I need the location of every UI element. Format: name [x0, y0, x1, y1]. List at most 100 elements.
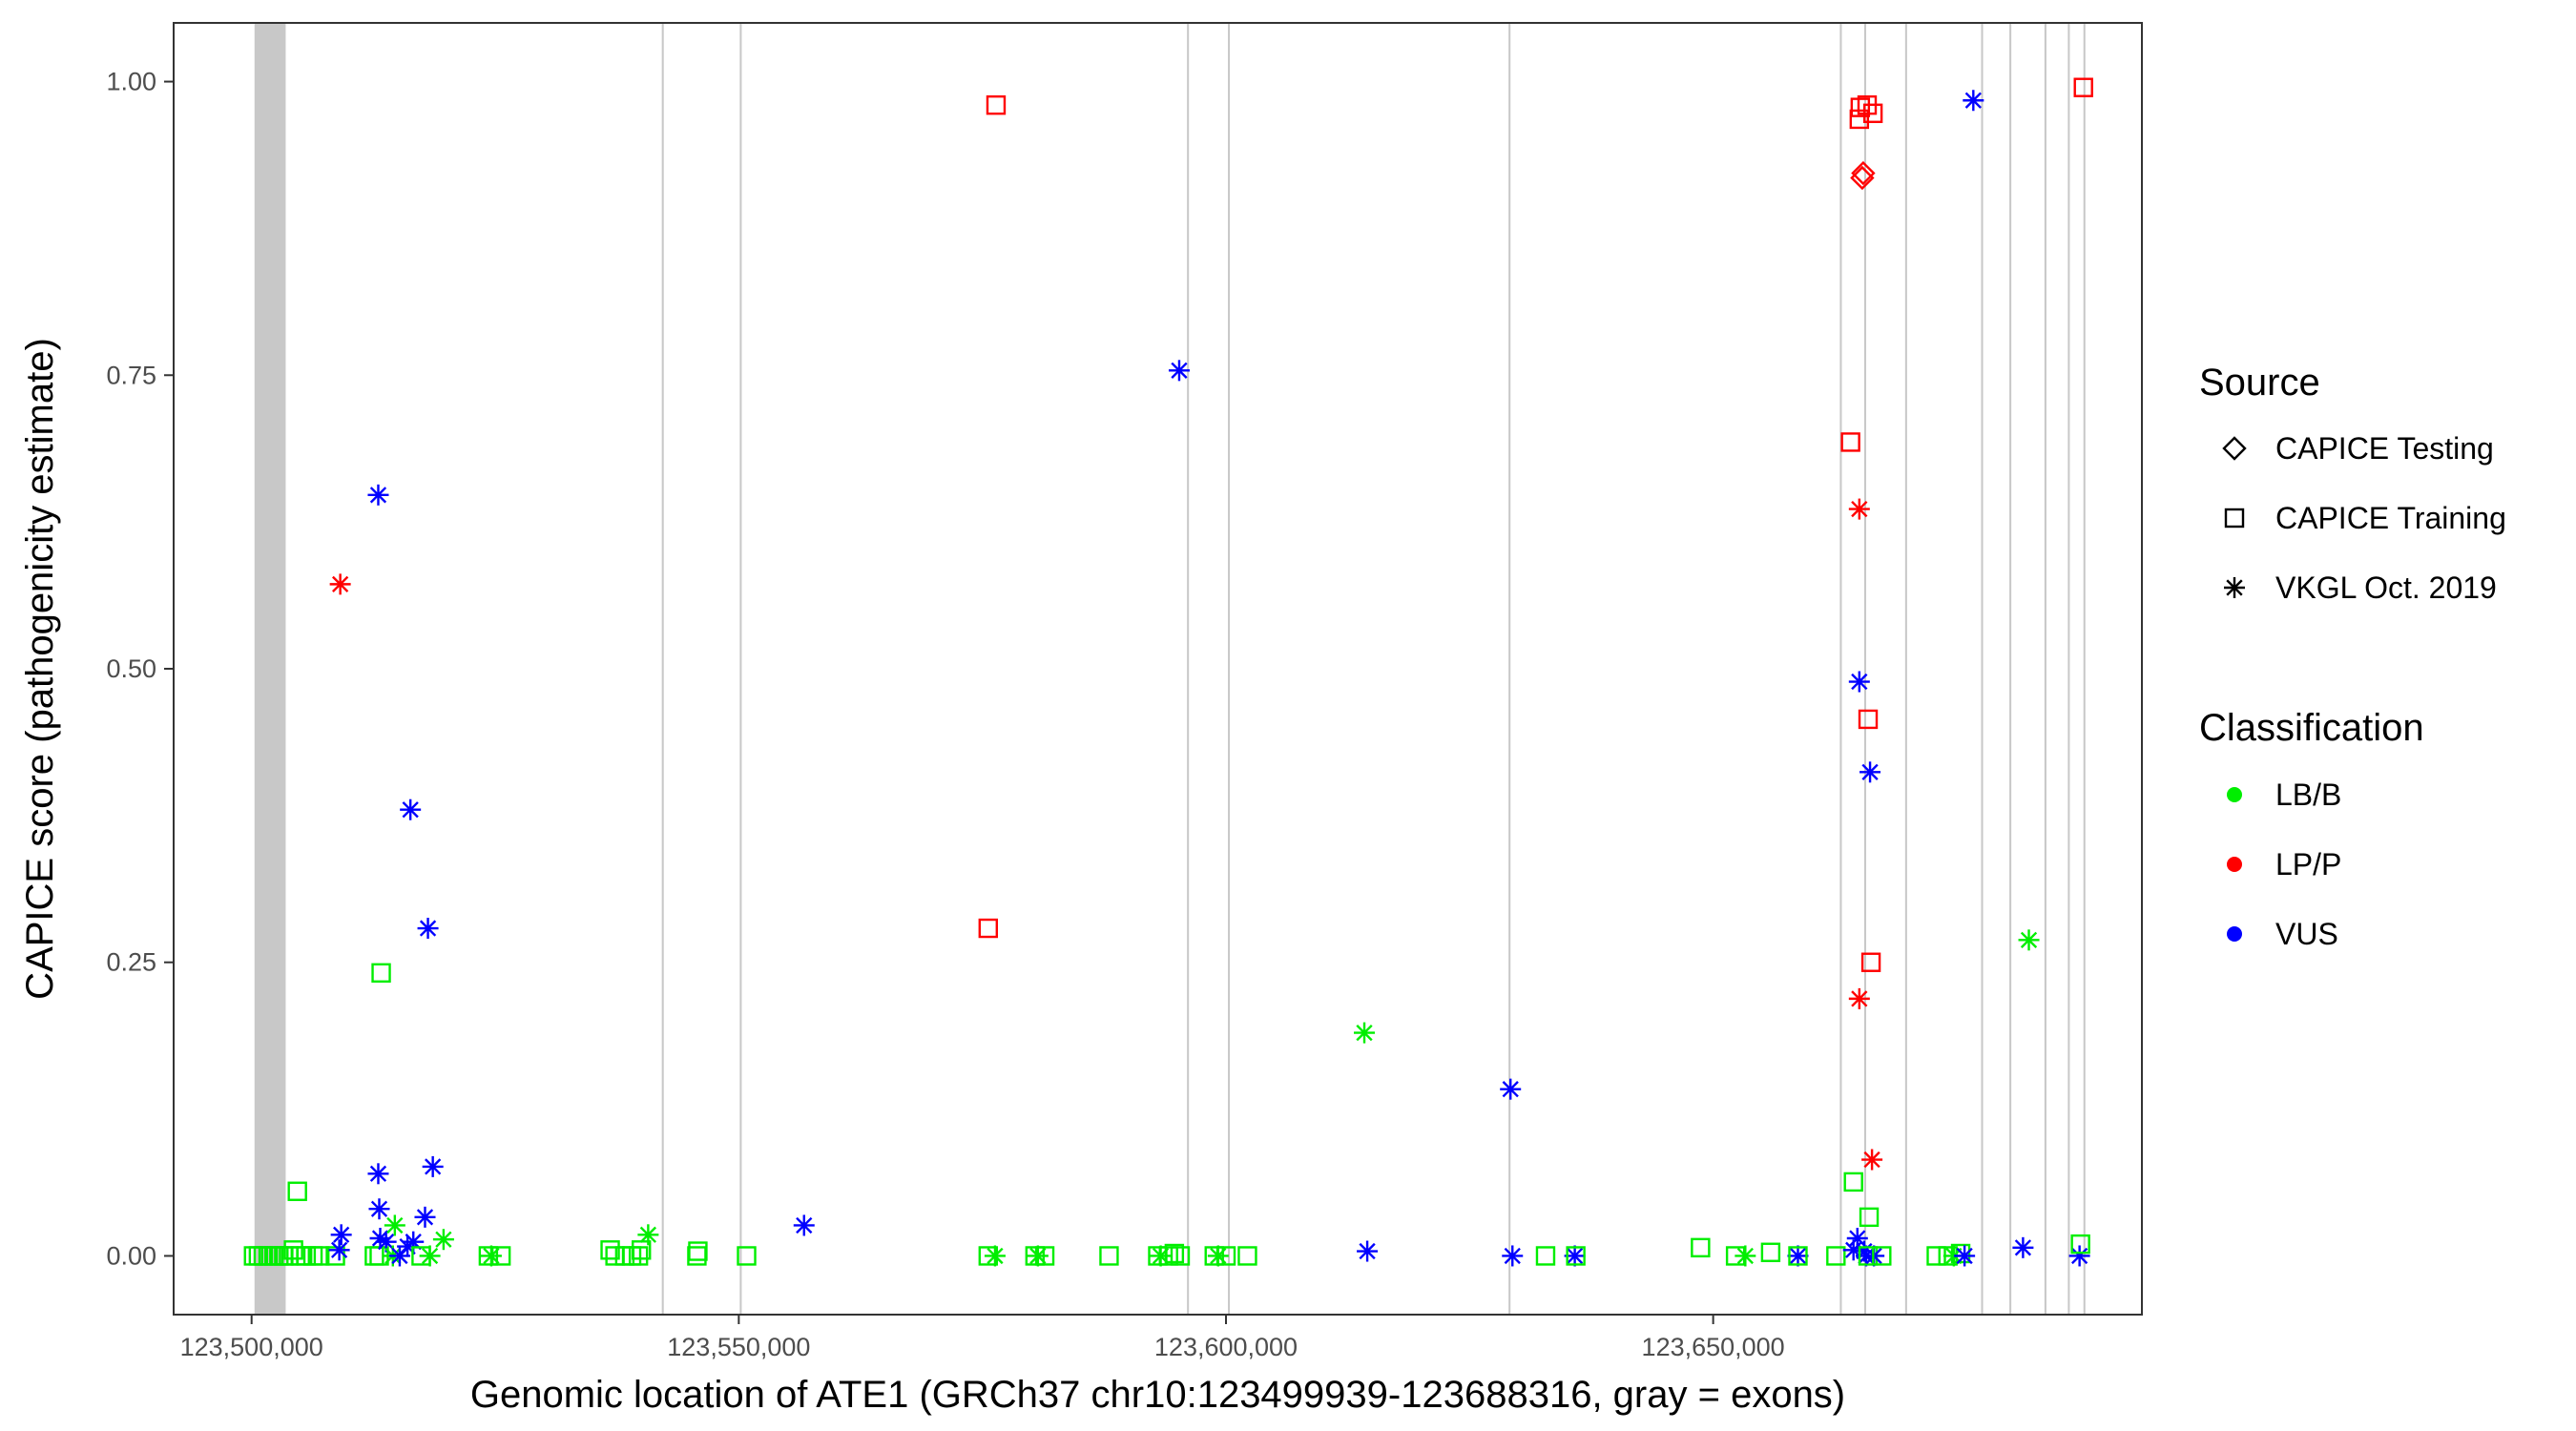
data-point	[414, 1206, 436, 1228]
legend-label: CAPICE Testing	[2275, 431, 2494, 466]
legend-label: LP/P	[2275, 847, 2341, 881]
data-point	[1954, 1245, 1976, 1267]
exon-band	[1904, 23, 1907, 1315]
legend-key-square	[2224, 508, 2245, 529]
data-point	[369, 1227, 391, 1249]
data-point	[309, 1246, 330, 1266]
y-tick-label: 0.75	[106, 361, 156, 389]
data-point	[2012, 1236, 2034, 1258]
data-point	[1735, 1245, 1756, 1267]
exon-band	[661, 23, 664, 1315]
data-point	[368, 1198, 390, 1220]
legend-key-dot	[2227, 857, 2242, 872]
data-point	[1787, 1245, 1809, 1267]
data-point	[2068, 1245, 2090, 1267]
exon-band	[2067, 23, 2070, 1315]
data-point	[367, 484, 389, 506]
data-point	[432, 1229, 454, 1251]
data-point	[1862, 103, 1883, 123]
exon-band	[254, 23, 286, 1315]
data-point	[1158, 1246, 1178, 1266]
data-point	[986, 94, 1007, 115]
data-point	[1848, 671, 1870, 693]
data-point	[600, 1240, 620, 1260]
data-point	[1848, 987, 1870, 1009]
exon-band	[1839, 23, 1842, 1315]
data-point	[1851, 160, 1876, 186]
legend-key-dot	[2227, 787, 2242, 802]
data-point	[1846, 1227, 1868, 1249]
data-point	[384, 1214, 405, 1236]
data-point	[1848, 498, 1870, 520]
data-point	[1164, 1243, 1185, 1264]
data-point	[367, 1163, 389, 1185]
data-point	[1840, 432, 1860, 452]
y-tick-label: 1.00	[106, 68, 156, 96]
data-point	[1963, 90, 1984, 112]
y-tick-label: 0.50	[106, 654, 156, 683]
data-point	[1500, 1078, 1522, 1100]
data-point	[1859, 761, 1881, 783]
data-point	[388, 1245, 410, 1267]
x-tick-label: 123,650,000	[1642, 1333, 1785, 1361]
legend-label: VKGL Oct. 2019	[2275, 570, 2497, 605]
data-point	[1826, 1246, 1846, 1266]
data-point	[1860, 952, 1881, 972]
legend-title-source: Source	[2199, 362, 2320, 404]
exon-band	[1228, 23, 1231, 1315]
exon-band	[2009, 23, 2012, 1315]
data-points	[243, 77, 2093, 1267]
legend-key-dot	[2227, 926, 2242, 942]
data-point	[1564, 1245, 1586, 1267]
legend-key-asterisk	[2224, 577, 2245, 598]
data-point	[1502, 1245, 1524, 1267]
data-point	[1858, 709, 1879, 730]
data-point	[1760, 1242, 1781, 1262]
data-point	[480, 1245, 502, 1267]
exon-band	[2083, 23, 2086, 1315]
y-tick-label: 0.25	[106, 948, 156, 977]
data-point	[490, 1246, 511, 1266]
y-axis-title: CAPICE score (pathogenicity estimate)	[19, 338, 61, 1000]
data-point	[628, 1246, 649, 1266]
legend: Source CAPICE Testing CAPICE Training VKGL…	[2199, 362, 2506, 951]
data-point	[1850, 97, 1871, 117]
legend-label: LB/B	[2275, 778, 2341, 812]
legend-source-items: CAPICE Testing CAPICE Training VKGL Oct. 2…	[2222, 431, 2506, 605]
exon-band	[1187, 23, 1190, 1315]
data-point	[283, 1240, 303, 1260]
exon-band	[1981, 23, 1984, 1315]
x-axis-title: Genomic location of ATE1 (GRCh37 chr10:1…	[470, 1374, 1845, 1416]
data-point	[2018, 929, 2040, 951]
data-point	[1872, 1246, 1892, 1266]
data-point	[1357, 1240, 1379, 1262]
data-point	[287, 1181, 307, 1201]
data-point	[1215, 1246, 1236, 1266]
data-point	[2073, 77, 2093, 97]
data-point	[1354, 1022, 1376, 1044]
data-point	[1099, 1246, 1119, 1266]
data-point	[688, 1241, 708, 1261]
data-point	[1566, 1246, 1586, 1266]
data-point	[978, 918, 998, 939]
data-point	[400, 798, 422, 820]
data-point	[1034, 1246, 1055, 1266]
data-point	[2070, 1234, 2090, 1255]
data-point	[1027, 1245, 1049, 1267]
axes: 0.00 0.25 0.50 0.75 1.00 123,500,000 123,550,0…	[106, 68, 1784, 1361]
legend-label: CAPICE Training	[2275, 501, 2506, 535]
data-point	[637, 1224, 659, 1246]
data-point	[1843, 1172, 1863, 1192]
x-tick-label: 123,550,000	[667, 1333, 810, 1361]
data-point	[984, 1245, 1006, 1267]
data-point	[328, 1239, 350, 1261]
data-point	[371, 963, 391, 984]
y-tick-label: 0.00	[106, 1241, 156, 1270]
legend-label: VUS	[2275, 917, 2338, 951]
exon-band	[1863, 23, 1866, 1315]
data-point	[1950, 1243, 1971, 1264]
data-point	[417, 918, 439, 940]
data-point	[419, 1245, 441, 1267]
